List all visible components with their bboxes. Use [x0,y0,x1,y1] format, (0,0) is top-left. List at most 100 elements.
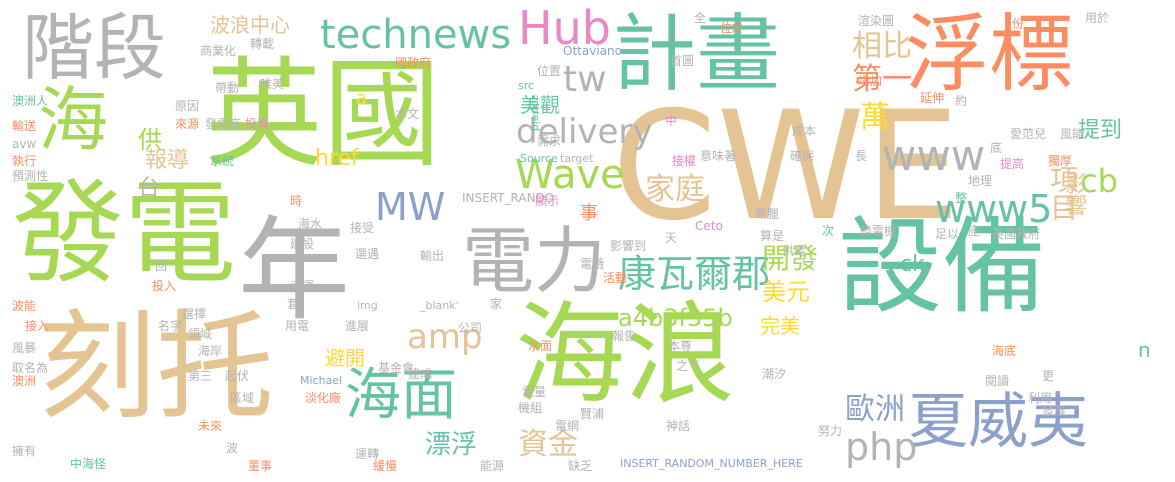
word-small-164: 董事 [248,459,273,473]
word-small-68: 轉載 [250,37,275,51]
word-small-84: 用於 [1085,11,1110,25]
word-small-148: 更 [1042,369,1055,383]
word-small-126: 選擇 [182,307,207,321]
word-small-105: 建設 [290,237,315,251]
word-mention: 提到 [1078,118,1123,143]
word-small-150: 發展 [1042,404,1067,418]
word-ck: ck [900,252,925,277]
word-small-121: 回 [155,259,168,273]
word-small-99: 整 [955,191,968,205]
word-small-81: 渲染圖 [858,14,895,28]
word-small-154: 電量 [522,385,547,399]
word-small-115: 英國政府 [992,227,1041,241]
word-compared: 相比 [852,29,912,64]
word-small-86: 份 [1012,17,1025,31]
word-small-159: 神話 [666,419,691,433]
word-small-70: 原因 [175,99,200,113]
word-small-155: 機組 [518,401,543,415]
word-funding: 資金 [518,427,578,462]
word-stage: 階段 [22,6,167,90]
word-small-73: 發電廠 [205,117,242,131]
word-impact: 影響 [1061,172,1086,216]
word-hash: a4b3f35b [618,304,733,332]
word-generation: 發電 [12,169,236,299]
word-small-114: 座 [968,224,981,238]
word-target: target [560,152,594,165]
word-small-116: 供電 [782,244,807,258]
word-small-82: 增加 [858,74,883,88]
word-uk: 英國 [205,45,442,183]
word-sea-surface: 海面 [345,363,457,428]
word-small-72: 系統 [210,154,235,168]
word-first: 第一 [852,62,912,97]
word-small-119: 電纜 [580,257,605,271]
word-small-92: 風能 [1060,127,1085,141]
word-perfect: 完美 [760,314,800,338]
word-small-129: 用電 [285,319,310,333]
word-small-98: 地理 [968,174,993,188]
word-project: 計畫 [612,5,781,103]
word-small-64: avw [12,137,37,151]
word-unit: 台 [138,176,161,201]
word-zoneid: zoneid [529,95,542,132]
word-report: 報導 [145,148,190,173]
word-small-138: 海岸 [198,344,223,358]
word-item: 項目 [1046,165,1079,221]
word-small-165: 運轉 [355,447,380,461]
word-cornwall: 康瓦爾郡 [618,252,771,296]
word-php: php [845,425,918,469]
word-small-130: 進展 [345,319,370,333]
word-power: 電力 [462,219,607,303]
word-technews: technews [320,12,512,58]
word-small-107: 希臘 [755,207,780,221]
word-small-136: 領域 [188,327,213,341]
word-small-78: 需求 [537,134,562,148]
word-small-62: 澳洲人 [12,94,49,108]
word-www: www [882,131,986,180]
word-www5: www5 [935,187,1053,231]
word-michael: Michael [300,374,343,387]
word-blank: _blank' [420,299,459,312]
word-small-80: 首圖 [670,54,695,68]
word-tw: tw [563,59,607,100]
word-small-90: 成本 [792,124,817,138]
word-europe: 歐洲 [845,392,905,427]
word-small-103: 時 [290,194,303,208]
word-household: 家庭 [645,172,705,207]
word-small-100: 意味著 [700,149,737,163]
word-small-87: 全 [694,11,707,25]
word-small-106: 接受 [350,221,375,235]
word-delivery: delivery [516,112,653,152]
word-wan: 萬 [860,100,890,135]
word-small-79: 位置 [537,64,562,78]
word-hawaii: 夏威夷 [908,387,1088,457]
word-small-151: 澳洲 [12,374,37,388]
word-source: Source [520,152,558,165]
word-small-69: 帶動 [215,81,240,95]
word-small-135: 本尊 [668,339,693,353]
word-small-168: 缺乏 [568,459,593,473]
word-small-122: 投入 [152,279,177,293]
word-equipment: 設備 [838,206,1047,328]
word-small-153: 淡化廠 [305,391,342,405]
word-small-137: 風暴 [12,341,37,355]
word-small-94: 長 [855,149,868,163]
word-small-141: 起伏 [225,369,250,383]
word-small-127: 接入 [25,319,50,333]
word-small-163: 波 [226,441,239,455]
word-n: n [1138,338,1151,362]
word-insert-random: INSERT_RANDOM_NUMBER_HERE [620,457,803,470]
word-small-91: 愛范兒 [1010,127,1047,141]
word-small-118: 輸出 [420,249,445,263]
word-small-140: 第三 [188,369,213,383]
word-hub: Hub [518,1,611,55]
word-small-65: 執行 [12,154,37,168]
word-avoid: 避開 [325,346,365,370]
word-small-117: 選遇 [355,247,380,261]
word-small-147: 閱讀 [985,374,1010,388]
word-small-71: 來源 [175,117,200,131]
word-sea: 海 [38,79,108,161]
word-small-76: 國政府 [395,56,432,70]
word-small-146: 海底 [992,344,1017,358]
